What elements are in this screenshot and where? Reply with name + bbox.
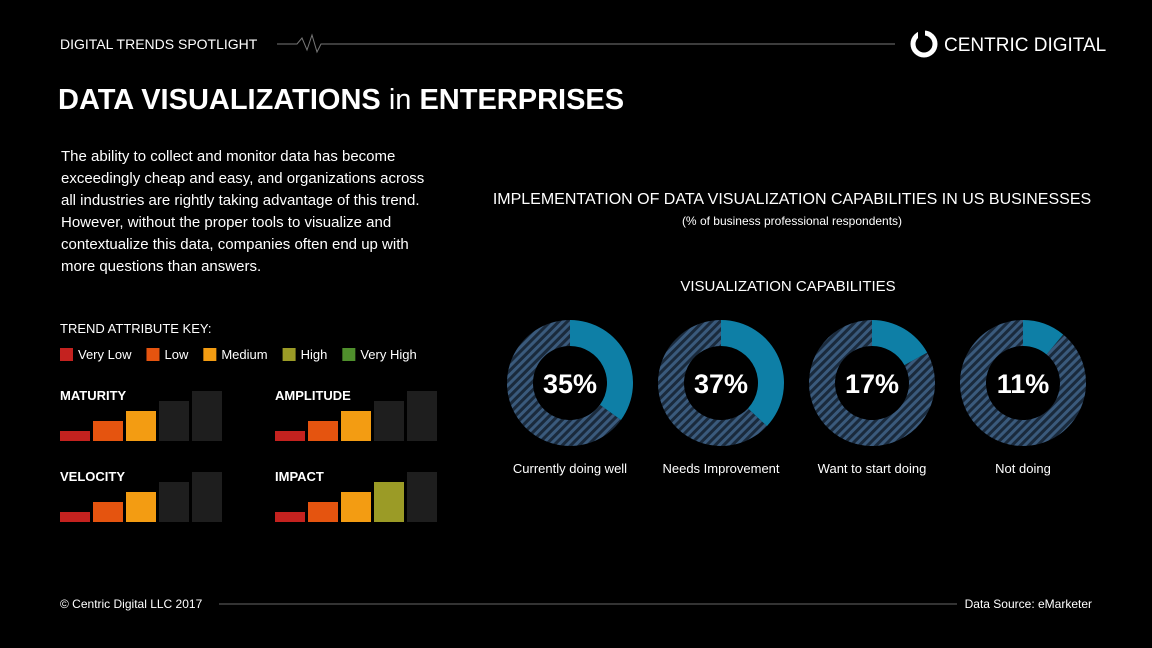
attribute-bar — [374, 482, 404, 522]
attribute-bar — [159, 401, 189, 441]
key-swatch — [146, 348, 160, 361]
attribute-bar — [159, 482, 189, 522]
donut-segment — [570, 320, 634, 421]
category-label: Not doing — [995, 461, 1051, 476]
key-label: High — [301, 347, 328, 362]
logo — [910, 29, 938, 58]
value-label: 37% — [694, 369, 748, 399]
donuts: 35% Currently doing well 37% Needs Improvem… — [507, 320, 1086, 476]
intro-line: all industries are rightly taking advant… — [61, 192, 420, 209]
intro-line: However, without the proper tools to vis… — [61, 214, 391, 231]
intro-line: more questions than answers. — [61, 258, 261, 275]
attribute-bar — [60, 512, 90, 522]
value-label: 11% — [997, 369, 1050, 399]
value-label: 35% — [543, 369, 597, 399]
category-label: Needs Improvement — [662, 461, 779, 476]
attribute-bar — [308, 502, 338, 522]
attribute-bar — [60, 431, 90, 441]
series-name: DIGITAL TRENDS SPOTLIGHT — [60, 36, 258, 52]
attribute-name: MATURITY — [60, 388, 127, 403]
attributes: MATURITY AMPLITUDE VELOCITY IMPACT — [60, 388, 437, 522]
category-label: Currently doing well — [513, 461, 627, 476]
copyright: © Centric Digital LLC 2017 — [60, 597, 203, 611]
key-title: TREND ATTRIBUTE KEY: — [60, 321, 211, 336]
brand: CENTRIC DIGITAL — [944, 35, 1106, 56]
attribute-bar — [93, 421, 123, 441]
attribute-name: VELOCITY — [60, 469, 125, 484]
source: Data Source: eMarketer — [965, 597, 1092, 611]
intro-line: exceedingly cheap and easy, and organiza… — [61, 170, 424, 187]
key-swatch — [342, 348, 356, 361]
attribute-bar — [275, 431, 305, 441]
donut-segment — [872, 320, 928, 366]
attribute-bar — [275, 512, 305, 522]
attribute-bar — [126, 492, 156, 522]
attribute-name: AMPLITUDE — [275, 388, 351, 403]
attribute-bar — [192, 472, 222, 522]
attribute-bar — [192, 391, 222, 441]
donut-segment — [721, 320, 784, 427]
attribute-bar — [374, 401, 404, 441]
section-label: VISUALIZATION CAPABILITIES — [680, 278, 895, 295]
intro-line: contextualize this data, companies often… — [61, 236, 409, 253]
page-title: DATA VISUALIZATIONS in ENTERPRISES — [58, 84, 624, 116]
key-swatch — [60, 348, 73, 361]
key-label: Very Low — [78, 347, 132, 362]
key: Very Low Low Medium High Very High — [60, 347, 417, 362]
key-swatch — [203, 348, 217, 361]
category-label: Want to start doing — [818, 461, 927, 476]
donut-segment — [1023, 320, 1064, 355]
chart-subtitle: (% of business professional respondents) — [682, 214, 902, 228]
attribute-bar — [93, 502, 123, 522]
key-label: Very High — [360, 347, 416, 362]
donut-remainder — [809, 320, 935, 447]
donut-remainder — [507, 320, 621, 446]
chart-title: IMPLEMENTATION OF DATA VISUALIZATION CAP… — [493, 191, 1091, 208]
attribute-bar — [407, 472, 437, 522]
value-label: 17% — [845, 369, 899, 399]
key-swatch — [282, 348, 296, 361]
key-label: Low — [164, 347, 188, 362]
donut-remainder — [658, 320, 767, 446]
attribute-name: IMPACT — [275, 469, 324, 484]
attribute-bar — [341, 411, 371, 441]
intro-line: The ability to collect and monitor data … — [61, 148, 395, 165]
key-label: Medium — [221, 347, 267, 362]
intro: The ability to collect and monitor data … — [61, 148, 424, 275]
header-line — [277, 33, 895, 54]
attribute-bar — [407, 391, 437, 441]
attribute-bar — [341, 492, 371, 522]
donut-remainder — [960, 320, 1086, 447]
attribute-bar — [126, 411, 156, 441]
attribute-bar — [308, 421, 338, 441]
